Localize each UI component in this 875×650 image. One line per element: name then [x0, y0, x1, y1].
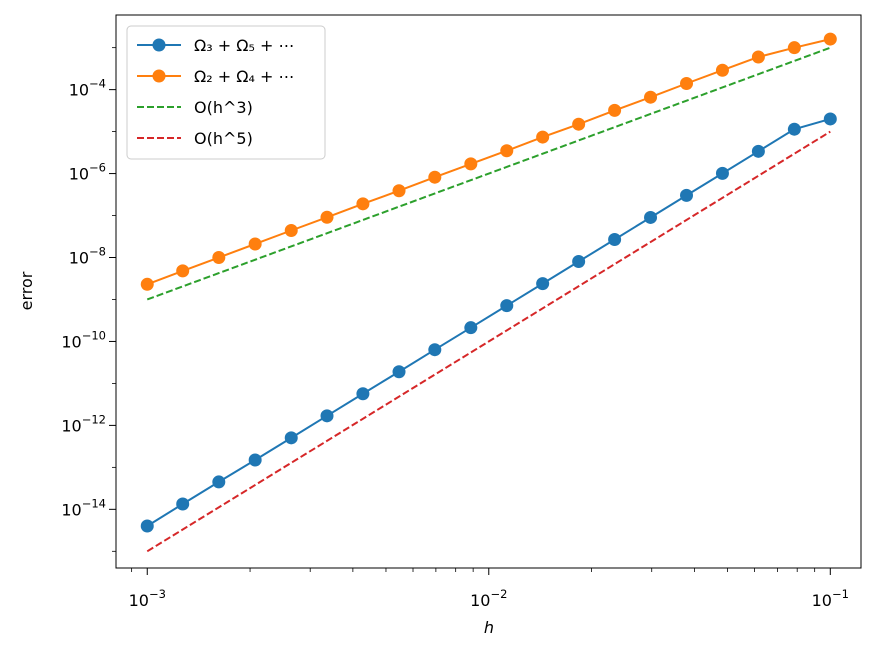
data-point — [715, 166, 729, 180]
data-point — [823, 32, 837, 46]
legend-marker — [152, 38, 166, 52]
data-point — [751, 144, 765, 158]
data-point — [356, 197, 370, 211]
data-point — [212, 475, 226, 489]
series-line — [146, 117, 831, 527]
data-point — [536, 130, 550, 144]
data-point — [751, 50, 765, 64]
data-point — [715, 63, 729, 77]
legend-label: O(h^5) — [194, 129, 253, 148]
data-point — [823, 112, 837, 126]
data-point — [428, 170, 442, 184]
data-point — [284, 431, 298, 445]
x-tick-label: 10−2 — [470, 587, 507, 610]
data-point — [140, 277, 154, 291]
data-point — [320, 409, 334, 423]
legend-label: Ω₂ + Ω₄ + ⋯ — [194, 67, 294, 86]
data-point — [428, 343, 442, 357]
data-point — [392, 365, 406, 379]
data-point — [608, 103, 622, 117]
legend-box — [126, 25, 326, 160]
y-tick-label: 10−12 — [61, 412, 106, 435]
legend-entry: O(h^3) — [137, 98, 253, 117]
data-point — [284, 224, 298, 237]
data-point — [320, 210, 334, 224]
tick-layer: 10−3 10−2 10−1 10−14 10−12 10−10 10−8 10−6 10−4 — [61, 47, 849, 610]
legend-entry: Ω₃ + Ω₅ + ⋯ — [137, 36, 294, 55]
data-point — [536, 277, 550, 291]
series-2 — [146, 46, 831, 301]
y-tick-label: 10−10 — [61, 328, 106, 351]
data-point — [500, 299, 514, 313]
legend-label: O(h^3) — [194, 98, 253, 117]
data-point — [500, 144, 514, 158]
data-point — [680, 188, 694, 202]
data-point — [787, 41, 801, 55]
series-3 — [146, 130, 831, 553]
data-point — [176, 264, 190, 278]
y-tick-label: 10−8 — [69, 245, 106, 268]
legend-entry: Ω₂ + Ω₄ + ⋯ — [137, 67, 294, 86]
y-axis-label: error — [17, 271, 36, 310]
y-tick-label: 10−14 — [61, 496, 106, 519]
series-layer — [140, 32, 837, 553]
legend-label: Ω₃ + Ω₅ + ⋯ — [194, 36, 294, 55]
x-tick-label: 10−1 — [812, 587, 849, 610]
legend-entry: O(h^5) — [137, 129, 253, 148]
data-point — [212, 251, 226, 265]
axes-frame — [115, 14, 862, 569]
series-line — [146, 46, 831, 301]
data-point — [464, 321, 478, 335]
data-point — [248, 453, 262, 467]
data-point — [644, 210, 658, 224]
data-point — [176, 497, 190, 511]
series-1 — [140, 32, 837, 291]
y-tick-label: 10−4 — [69, 77, 106, 100]
data-point — [464, 157, 478, 171]
series-line — [146, 130, 831, 553]
data-point — [572, 255, 586, 269]
x-axis-label: h — [484, 618, 494, 637]
data-point — [572, 117, 586, 131]
x-tick-label: 10−3 — [129, 587, 166, 610]
data-point — [356, 387, 370, 401]
data-point — [787, 122, 801, 136]
data-point — [644, 90, 658, 104]
legend: Ω₃ + Ω₅ + ⋯ Ω₂ + Ω₄ + ⋯ O(h^3) O(h^5) — [126, 25, 326, 160]
legend-marker — [152, 69, 166, 83]
data-point — [248, 237, 262, 251]
data-point — [680, 77, 694, 90]
data-point — [140, 519, 154, 533]
series-0 — [140, 112, 837, 533]
data-point — [608, 232, 622, 246]
data-point — [392, 184, 406, 198]
y-tick-label: 10−6 — [69, 161, 106, 184]
